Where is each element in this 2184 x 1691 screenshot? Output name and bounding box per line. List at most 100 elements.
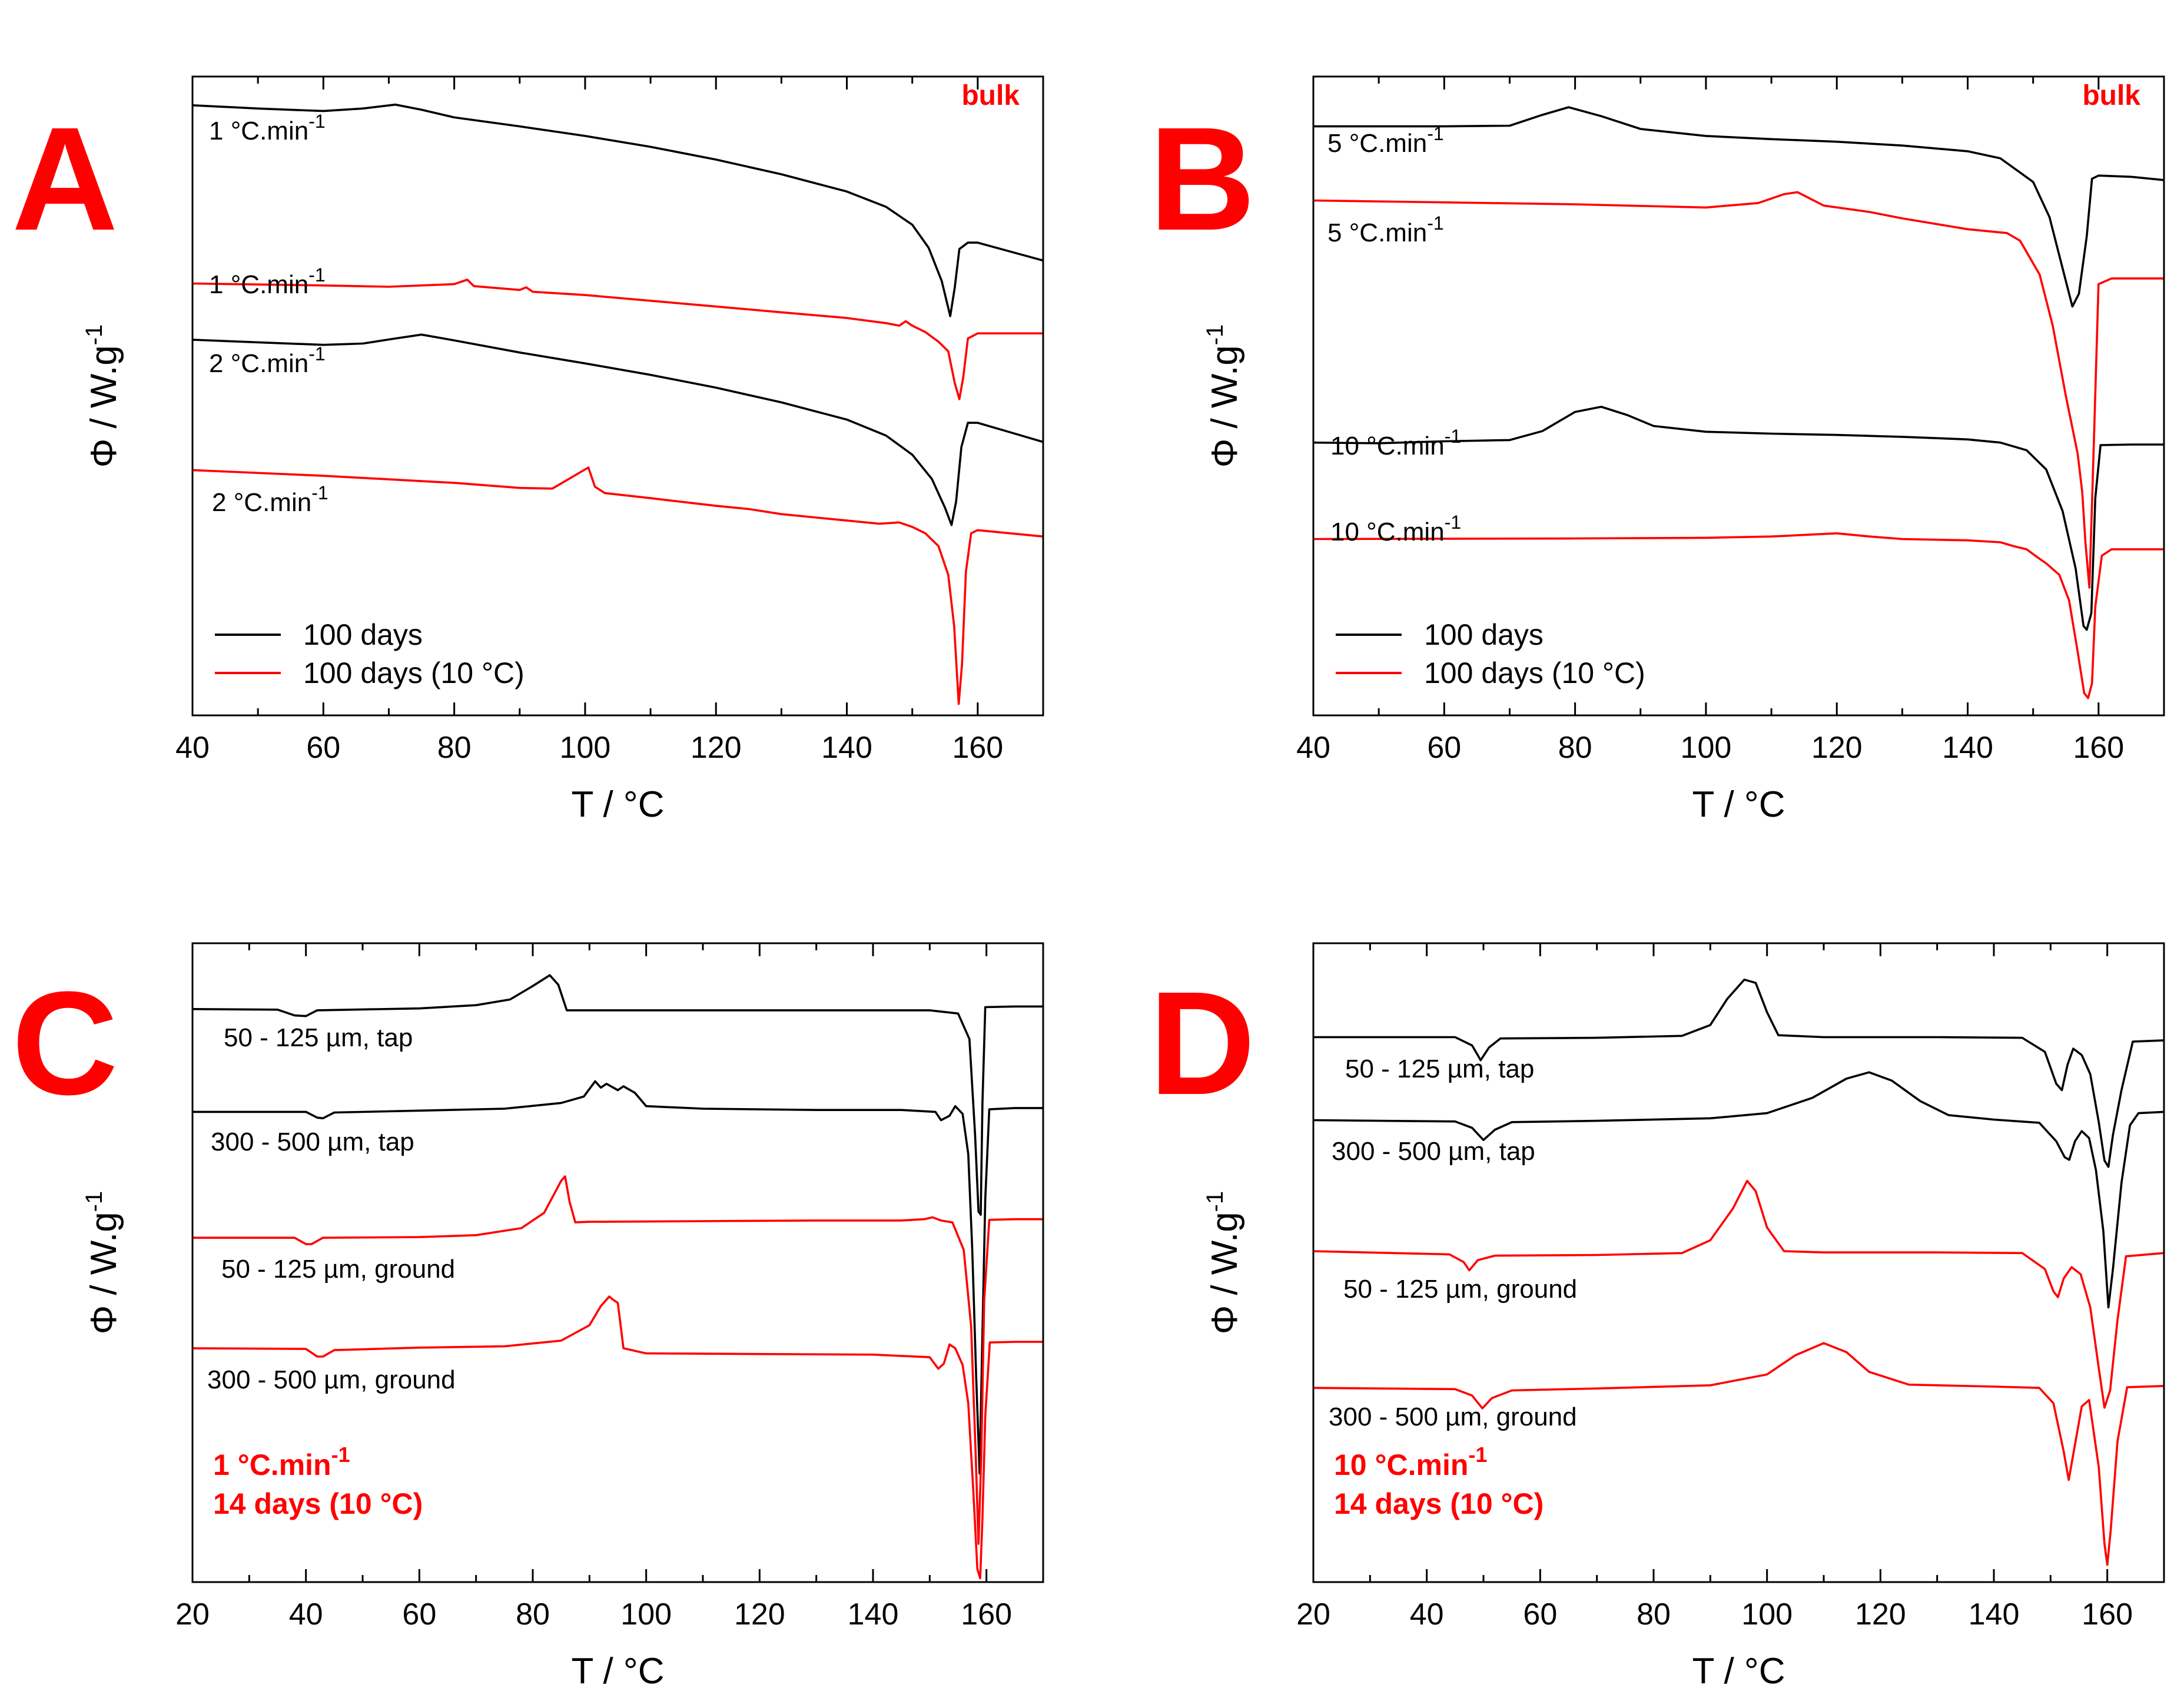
series-line — [1313, 979, 2164, 1168]
y-axis-title: Φ / W.g-1 — [81, 1191, 124, 1335]
condition-note: 10 °C.min-1 — [1334, 1443, 1487, 1481]
x-axis-title: T / °C — [1692, 784, 1785, 825]
series-label: 10 °C.min-1 — [1330, 512, 1461, 546]
series-label-text: 50 - 125 µm, ground — [1343, 1275, 1577, 1304]
series-label: 300 - 500 µm, ground — [207, 1365, 456, 1394]
x-axis-title: T / °C — [572, 784, 665, 825]
series-label-text: 1 °C.min — [209, 117, 308, 145]
series-label-text: 5 °C.min — [1327, 218, 1427, 247]
x-tick-label: 60 — [306, 731, 340, 765]
series-label: 50 - 125 µm, tap — [1345, 1055, 1534, 1083]
series-line — [192, 1080, 1043, 1475]
series-label-text: 5 °C.min — [1327, 129, 1427, 158]
panel-letter: C — [12, 961, 118, 1125]
x-tick-label: 120 — [734, 1597, 785, 1632]
x-tick-label: 140 — [821, 731, 872, 765]
x-tick-label: 80 — [437, 731, 472, 765]
series-label-sup: -1 — [311, 482, 328, 503]
corner-label: bulk — [2082, 80, 2140, 111]
plot-frame — [191, 942, 1044, 1583]
condition-note-text: 10 °C.min — [1334, 1448, 1468, 1481]
series-label-text: 300 - 500 µm, ground — [207, 1365, 456, 1394]
series-line — [192, 333, 1043, 526]
x-tick-label: 160 — [2082, 1597, 2133, 1632]
series-label-text: 300 - 500 µm, ground — [1329, 1402, 1577, 1431]
x-tick-label: 100 — [1741, 1597, 1793, 1632]
series-label: 2 °C.min-1 — [209, 343, 326, 378]
series-label: 300 - 500 µm, tap — [1332, 1137, 1535, 1166]
plot-frame — [191, 75, 1044, 717]
series-label-text: 300 - 500 µm, tap — [211, 1128, 414, 1156]
condition-note: 14 days (10 °C) — [1334, 1487, 1544, 1520]
legend-label: 100 days (10 °C) — [303, 656, 525, 689]
condition-note: 1 °C.min-1 — [213, 1443, 350, 1481]
series-line — [1313, 406, 2164, 631]
x-tick-label: 100 — [560, 731, 611, 765]
series-label-text: 50 - 125 µm, tap — [224, 1023, 413, 1052]
x-tick-label: 60 — [402, 1597, 436, 1632]
x-tick-label: 80 — [516, 1597, 550, 1632]
series-label-text: 10 °C.min — [1330, 432, 1445, 460]
y-axis-title-sup: -1 — [81, 1191, 107, 1212]
series-label: 5 °C.min-1 — [1327, 123, 1444, 158]
series-label-sup: -1 — [308, 343, 325, 364]
condition-note-text: 14 days (10 °C) — [213, 1487, 423, 1520]
panel-letter: A — [12, 97, 118, 261]
plot-frame — [1312, 75, 2165, 717]
series-line — [192, 1295, 1043, 1580]
y-axis-title-text: Φ / W.g — [84, 1212, 124, 1334]
series-label-text: 2 °C.min — [209, 349, 308, 378]
series-label-sup: -1 — [1427, 123, 1443, 144]
x-tick-label: 40 — [289, 1597, 323, 1632]
x-axis-title: T / °C — [572, 1651, 665, 1691]
x-tick-label: 160 — [952, 731, 1003, 765]
series-line — [192, 466, 1043, 705]
panel-letter: D — [1149, 961, 1256, 1125]
x-tick-label: 160 — [961, 1597, 1012, 1632]
x-tick-label: 20 — [1296, 1597, 1330, 1632]
y-axis-title: Φ / W.g-1 — [81, 324, 124, 468]
legend-label: 100 days (10 °C) — [1424, 656, 1645, 689]
series-label: 300 - 500 µm, tap — [211, 1128, 414, 1156]
series-label: 5 °C.min-1 — [1327, 213, 1444, 247]
condition-note-sup: -1 — [331, 1443, 350, 1467]
series-line — [1313, 1179, 2164, 1409]
y-axis-title: Φ / W.g-1 — [1202, 1191, 1245, 1335]
series-line — [1313, 191, 2164, 589]
panel-letter: B — [1149, 97, 1256, 261]
series-line — [192, 103, 1043, 317]
x-tick-label: 160 — [2073, 731, 2124, 765]
series-label-text: 2 °C.min — [212, 488, 311, 517]
series-label: 50 - 125 µm, tap — [224, 1023, 413, 1052]
legend-label: 100 days — [1424, 618, 1544, 651]
x-tick-label: 100 — [1681, 731, 1732, 765]
series-label-sup: -1 — [1445, 426, 1461, 447]
x-tick-label: 120 — [691, 731, 742, 765]
series-label-text: 50 - 125 µm, tap — [1345, 1055, 1534, 1083]
x-tick-label: 120 — [1855, 1597, 1906, 1632]
series-label-text: 10 °C.min — [1330, 518, 1445, 546]
y-axis-title-text: Φ / W.g — [1204, 345, 1245, 467]
series-line — [192, 278, 1043, 400]
condition-note-text: 1 °C.min — [213, 1448, 331, 1481]
x-tick-label: 60 — [1427, 731, 1461, 765]
y-axis-title-sup: -1 — [1202, 324, 1228, 346]
x-tick-label: 140 — [848, 1597, 899, 1632]
x-tick-label: 60 — [1523, 1597, 1557, 1632]
series-line — [1313, 1342, 2164, 1566]
plot-frame — [1312, 942, 2165, 1583]
series-label-sup: -1 — [308, 111, 325, 132]
corner-label: bulk — [961, 80, 1020, 111]
series-label-sup: -1 — [1427, 213, 1443, 234]
x-tick-label: 140 — [1942, 731, 1993, 765]
x-axis-title: T / °C — [1692, 1651, 1785, 1691]
series-label-sup: -1 — [308, 264, 325, 286]
legend-label: 100 days — [303, 618, 423, 651]
series-line — [192, 974, 1043, 1216]
x-tick-label: 100 — [620, 1597, 672, 1632]
